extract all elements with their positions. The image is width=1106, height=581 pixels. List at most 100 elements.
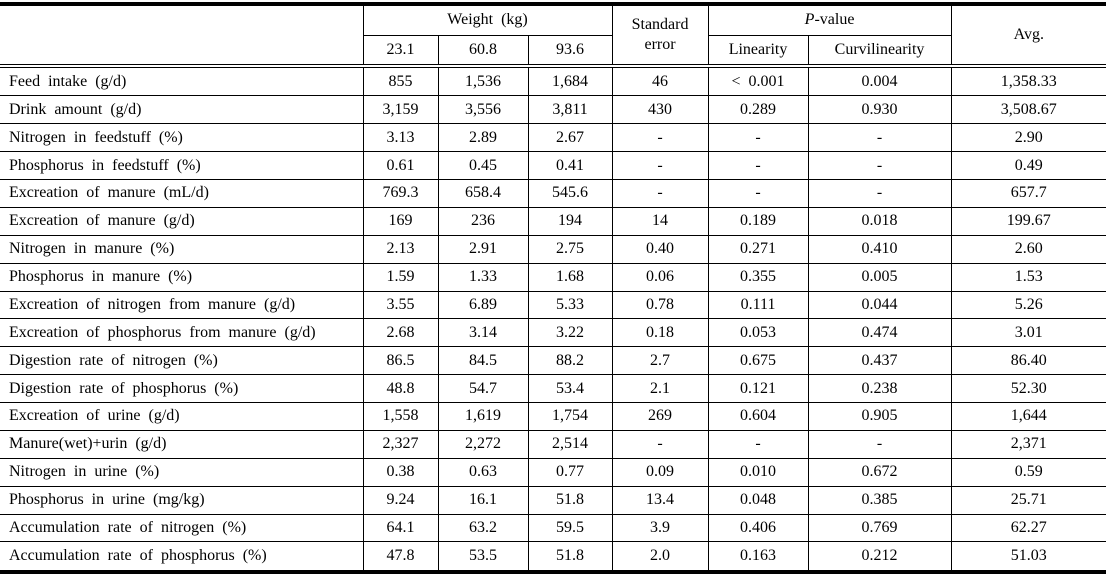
- avg-header: Avg.: [950, 3, 1106, 67]
- cell: 169: [362, 206, 439, 236]
- cell: 62.27: [950, 513, 1106, 543]
- cell: -: [807, 151, 952, 180]
- p-value-group-header: P-value: [707, 3, 952, 36]
- cell: 0.355: [707, 262, 809, 292]
- row-label: Digestion rate of nitrogen (%): [0, 346, 364, 376]
- table-row: Accumulation rate of phosphorus (%) 47.8 5…: [0, 541, 1106, 573]
- row-label: Drink amount (g/d): [0, 95, 364, 125]
- cell: 3.9: [611, 513, 709, 543]
- cell: 3,508.67: [950, 95, 1106, 125]
- cell: 0.474: [807, 318, 952, 348]
- cell: 53.5: [437, 541, 529, 573]
- cell: -: [807, 123, 952, 153]
- row-label: Nitrogen in urine (%): [0, 457, 364, 487]
- cell: 658.4: [437, 179, 529, 208]
- table-row: Accumulation rate of nitrogen (%) 64.1 63.…: [0, 513, 1106, 543]
- row-label: Excreation of urine (g/d): [0, 402, 364, 431]
- cell: 0.59: [950, 457, 1106, 487]
- curvilinearity-header: Curvilinearity: [807, 34, 952, 67]
- cell: 545.6: [527, 179, 613, 208]
- weight-level-3-header: 93.6: [527, 34, 613, 67]
- cell: 0.121: [707, 374, 809, 403]
- row-label: Phosphorus in urine (mg/kg): [0, 485, 364, 515]
- cell: 3.13: [362, 123, 439, 153]
- cell: 2.89: [437, 123, 529, 153]
- table-row: Drink amount (g/d) 3,159 3,556 3,811 430 0.28…: [0, 95, 1106, 125]
- cell: 0.212: [807, 541, 952, 573]
- table-row: Digestion rate of phosphorus (%) 48.8 54.7…: [0, 374, 1106, 403]
- cell: 0.163: [707, 541, 809, 573]
- cell: 199.67: [950, 206, 1106, 236]
- cell: 84.5: [437, 346, 529, 376]
- cell: 0.018: [807, 206, 952, 236]
- cell: 63.2: [437, 513, 529, 543]
- cell: 1,536: [437, 64, 529, 97]
- cell: 0.604: [707, 402, 809, 431]
- weight-level-2-header: 60.8: [437, 34, 529, 67]
- row-label: Digestion rate of phosphorus (%): [0, 374, 364, 403]
- cell: 0.189: [707, 206, 809, 236]
- row-label: Phosphorus in manure (%): [0, 262, 364, 292]
- cell: 194: [527, 206, 613, 236]
- cell: 0.437: [807, 346, 952, 376]
- cell: 0.010: [707, 457, 809, 487]
- cell: 47.8: [362, 541, 439, 573]
- cell: 14: [611, 206, 709, 236]
- cell: 0.930: [807, 95, 952, 125]
- cell: -: [611, 123, 709, 153]
- cell: 2.7: [611, 346, 709, 376]
- cell: -: [611, 429, 709, 459]
- cell: 3.14: [437, 318, 529, 348]
- cell: 52.30: [950, 374, 1106, 403]
- cell: 1.68: [527, 262, 613, 292]
- row-label-column-header: [0, 3, 364, 67]
- cell: 3.22: [527, 318, 613, 348]
- cell: 1,619: [437, 402, 529, 431]
- cell: 25.71: [950, 485, 1106, 515]
- row-label: Manure(wet)+urin (g/d): [0, 429, 364, 459]
- cell: 1.53: [950, 262, 1106, 292]
- cell: -: [611, 179, 709, 208]
- cell: 1,358.33: [950, 64, 1106, 97]
- cell: 2,327: [362, 429, 439, 459]
- cell: 86.40: [950, 346, 1106, 376]
- table-row: Excreation of manure (mL/d) 769.3 658.4 545…: [0, 179, 1106, 208]
- p-value-suffix: -value: [814, 11, 855, 29]
- standard-error-header: Standard error: [611, 3, 709, 67]
- cell: 2.60: [950, 234, 1106, 264]
- cell: 54.7: [437, 374, 529, 403]
- cell: < 0.001: [707, 64, 809, 97]
- row-label: Excreation of phosphorus from manure (g/…: [0, 318, 364, 348]
- row-label: Excreation of nitrogen from manure (g/d): [0, 290, 364, 320]
- cell: -: [707, 179, 809, 208]
- cell: 64.1: [362, 513, 439, 543]
- cell: 0.385: [807, 485, 952, 515]
- table-row: Phosphorus in urine (mg/kg) 9.24 16.1 51.8 1…: [0, 485, 1106, 515]
- cell: 88.2: [527, 346, 613, 376]
- cell: 0.38: [362, 457, 439, 487]
- cell: 2.91: [437, 234, 529, 264]
- cell: 0.044: [807, 290, 952, 320]
- cell: 2,272: [437, 429, 529, 459]
- cell: 0.238: [807, 374, 952, 403]
- cell: 51.03: [950, 541, 1106, 573]
- cell: 0.769: [807, 513, 952, 543]
- table-row: Nitrogen in manure (%) 2.13 2.91 2.75 0.40 0.…: [0, 234, 1106, 264]
- cell: 0.77: [527, 457, 613, 487]
- cell: 0.289: [707, 95, 809, 125]
- cell: -: [807, 179, 952, 208]
- cell: 855: [362, 64, 439, 97]
- cell: 1.33: [437, 262, 529, 292]
- row-label: Excreation of manure (mL/d): [0, 179, 364, 208]
- weight-level-1-header: 23.1: [362, 34, 439, 67]
- cell: 2.0: [611, 541, 709, 573]
- row-label: Phosphorus in feedstuff (%): [0, 151, 364, 180]
- cell: 2.90: [950, 123, 1106, 153]
- row-label: Nitrogen in feedstuff (%): [0, 123, 364, 153]
- cell: 46: [611, 64, 709, 97]
- row-label: Feed intake (g/d): [0, 64, 364, 97]
- cell: 59.5: [527, 513, 613, 543]
- cell: 9.24: [362, 485, 439, 515]
- table-row: Phosphorus in manure (%) 1.59 1.33 1.68 0.06…: [0, 262, 1106, 292]
- cell: 2.68: [362, 318, 439, 348]
